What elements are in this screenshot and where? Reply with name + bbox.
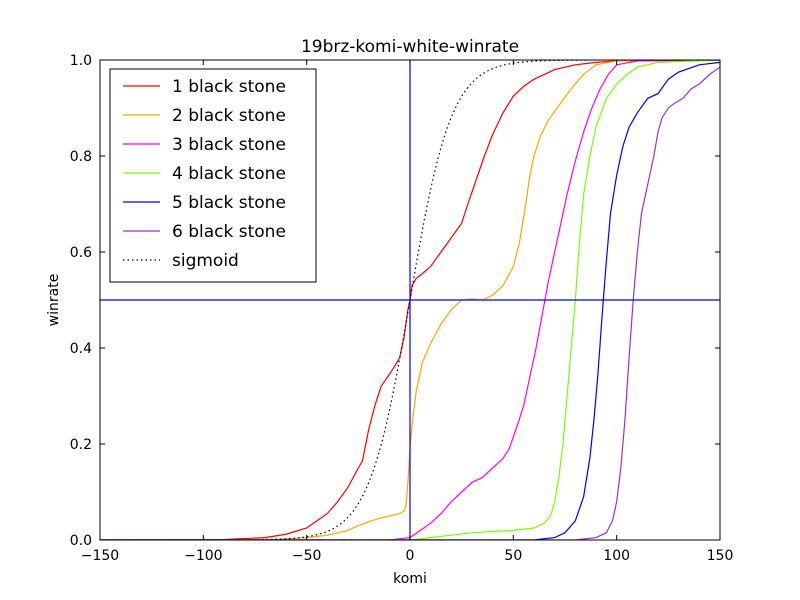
legend-label: 4 black stone bbox=[172, 164, 286, 184]
x-tick-label: −150 bbox=[81, 548, 119, 564]
x-tick-label: 50 bbox=[504, 548, 522, 564]
y-tick-label: 0.4 bbox=[70, 341, 92, 357]
x-tick-label: −50 bbox=[292, 548, 322, 564]
series-line-2-black-stone bbox=[100, 60, 720, 540]
x-tick-label: −100 bbox=[184, 548, 222, 564]
axis-ticks-group: −150 −100 −50 0 50 100 150 0.0 0.2 0.4 0.6 0.8 1.0 bbox=[70, 53, 734, 564]
plot-area-frame bbox=[99, 59, 721, 541]
series-line-5-black-stone bbox=[100, 61, 720, 540]
legend-label: sigmoid bbox=[172, 251, 239, 271]
series-line-4-black-stone bbox=[100, 60, 720, 540]
x-tick-label: 0 bbox=[406, 548, 415, 564]
y-axis-title: winrate bbox=[46, 274, 62, 327]
y-tick-label: 0.8 bbox=[70, 149, 92, 165]
legend-label: 3 black stone bbox=[172, 135, 286, 155]
x-axis-title: komi bbox=[393, 571, 427, 587]
legend-label: 1 black stone bbox=[172, 77, 286, 97]
x-tick-label: 150 bbox=[707, 548, 734, 564]
series-line-6-black-stone bbox=[100, 66, 720, 540]
legend-box bbox=[109, 68, 317, 283]
legend-label: 5 black stone bbox=[172, 193, 286, 213]
y-tick-label: 0.6 bbox=[70, 245, 92, 261]
y-tick-label: 0.2 bbox=[70, 437, 92, 453]
chart-title: 19brz-komi-white-winrate bbox=[301, 37, 519, 57]
legend: 1 black stone 2 black stone 3 black stone 4… bbox=[109, 68, 317, 283]
legend-label: 2 black stone bbox=[172, 106, 286, 126]
legend-label: 6 black stone bbox=[172, 222, 286, 242]
x-tick-label: 100 bbox=[603, 548, 630, 564]
y-tick-label: 1.0 bbox=[70, 53, 92, 69]
series-line-3-black-stone bbox=[100, 60, 720, 540]
y-tick-label: 0.0 bbox=[70, 533, 92, 549]
